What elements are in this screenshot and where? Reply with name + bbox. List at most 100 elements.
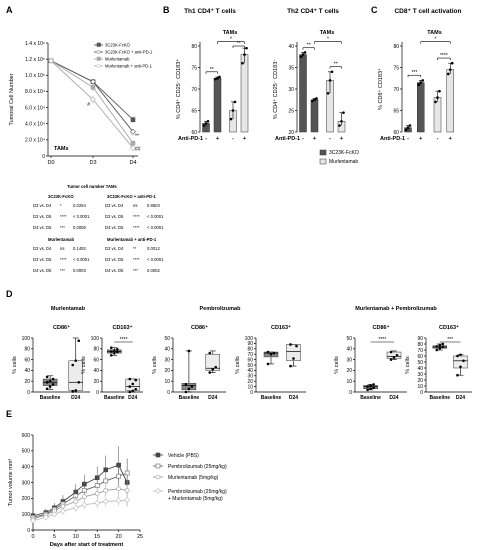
dot-point [51,377,55,381]
bar [299,54,307,133]
dot-point [289,343,292,346]
y-tick-label: 60 [24,357,30,363]
dot-point [272,351,276,355]
panel-b-th2-chart: Th2 CD4⁺ T cells TAMs 20 25 30 35 40 % CD4⁺ CD2… [272,8,346,142]
sig-label: ** [307,43,311,49]
data-point [124,496,131,503]
dot-point [417,83,421,86]
dot-point [229,117,233,121]
group-title: Murlentamab + Pembrolizumab [355,306,437,312]
y-tick-label: 300 [22,480,31,486]
y-tick-label: 80 [417,342,423,348]
dot-point [299,55,303,59]
pd1-sign: + [313,136,316,142]
x-tick-label: 15 [94,534,100,540]
legend-label: 3C23K-FcKO [105,43,131,48]
y-tick-label: 60 [93,357,99,363]
stats-cell: D3 vs. D5 [105,214,124,219]
data-point [130,128,136,135]
data-point [102,498,109,505]
dot-point [190,385,194,388]
y-tick-label: 90 [247,341,253,347]
y-tick-label: 20 [164,368,170,374]
dot-point [113,349,116,352]
chart-subtitle: TAMs [223,30,238,36]
y-tick-label: 60 [247,357,253,363]
legend-label: Vehicle (PBS) [168,453,199,459]
data-point [103,478,109,484]
dot-point [395,353,399,357]
dot-point [459,353,462,357]
series-line [32,472,128,518]
y-tick-label: 60 [417,354,423,360]
x-tick-label: D24 [71,395,80,401]
stats-cell: < 0.0001 [147,214,164,219]
sig-label: **** [120,337,128,343]
y-tick-label: 600 [22,433,31,439]
sig-label: **** [378,337,386,343]
series-line [32,464,128,517]
panel-label-d: D [6,289,13,299]
box [286,344,301,361]
y-tick-label: 40 [247,368,253,374]
y-axis-title: Tumoral Cell Number [9,73,15,125]
panel-label-a: A [6,5,13,15]
dot-point [71,390,75,393]
sig-label: ** [210,67,214,73]
sig-label: ** [237,41,241,47]
dot-point [206,119,210,123]
legend-label: Murlentamab [105,57,130,62]
dot-point [311,99,314,103]
stats-cell: 0.0003 [73,268,86,273]
dot-point [214,77,217,81]
y-axis-title: % cells [12,356,18,374]
dot-point [340,119,343,123]
y-tick-label: 75 [191,65,197,71]
panel-label-b: B [163,5,170,15]
series-line [32,488,128,520]
chart-subtitle: TAMs [427,30,442,36]
x-tick-label: 25 [137,534,143,540]
legend-marker [155,488,161,494]
series-line [50,60,134,144]
x-tick-label: 0 [31,534,34,540]
dot-point [187,349,191,353]
stats-cell: D3 vs. D5 [33,257,52,262]
legend-label: + Murlentamab (5mg/kg) [168,496,223,502]
stats-group-header: Murlentamab + anti-PD-1 [107,237,157,242]
y-tick-label: 0 [27,528,30,534]
data-point [90,85,96,90]
pd1-sign: - [437,136,439,142]
y-tick-label: 30 [164,357,170,363]
dot-point [435,348,439,352]
marker-title: CD163⁺ [439,324,459,331]
dot-point [266,362,270,366]
dot-point [204,122,208,125]
legend-marker [96,49,101,55]
dot-point [438,89,441,93]
stats-group-header: 3C23K-FcKO [48,194,74,199]
stats-cell: **** [133,257,140,262]
panel-a-line-chart: 0 2.0 x 10⁴ 4.0 x 10⁴ 6.0 x 10⁴ 8.0 x 10⁴ 1.0… [9,41,153,166]
data-point [72,504,79,511]
dot-point [110,350,113,353]
y-tick-label: 50 [164,336,170,342]
stats-cell: < 0.0001 [73,214,90,219]
chart-title: Th2 CD4⁺ T cells [287,8,339,15]
dot-point [369,384,372,387]
y-tick-label: 50 [247,363,253,369]
y-tick-label: 25 [288,108,294,114]
stats-cell: D3 vs. D4 [33,246,52,251]
dot-point [269,352,273,356]
sig-label: * [327,37,329,43]
y-tick-label: 6.0 x 10⁴ [25,105,45,111]
dot-point [113,351,116,355]
dot-point [128,390,132,394]
dot-point [338,124,341,127]
dot-point [134,388,138,391]
dot-point [435,345,439,348]
data-point [30,517,36,524]
x-tick-label: D4 [129,160,136,166]
stats-cell: D4 vs. D5 [105,268,124,273]
y-tick-label: 80 [24,347,30,353]
